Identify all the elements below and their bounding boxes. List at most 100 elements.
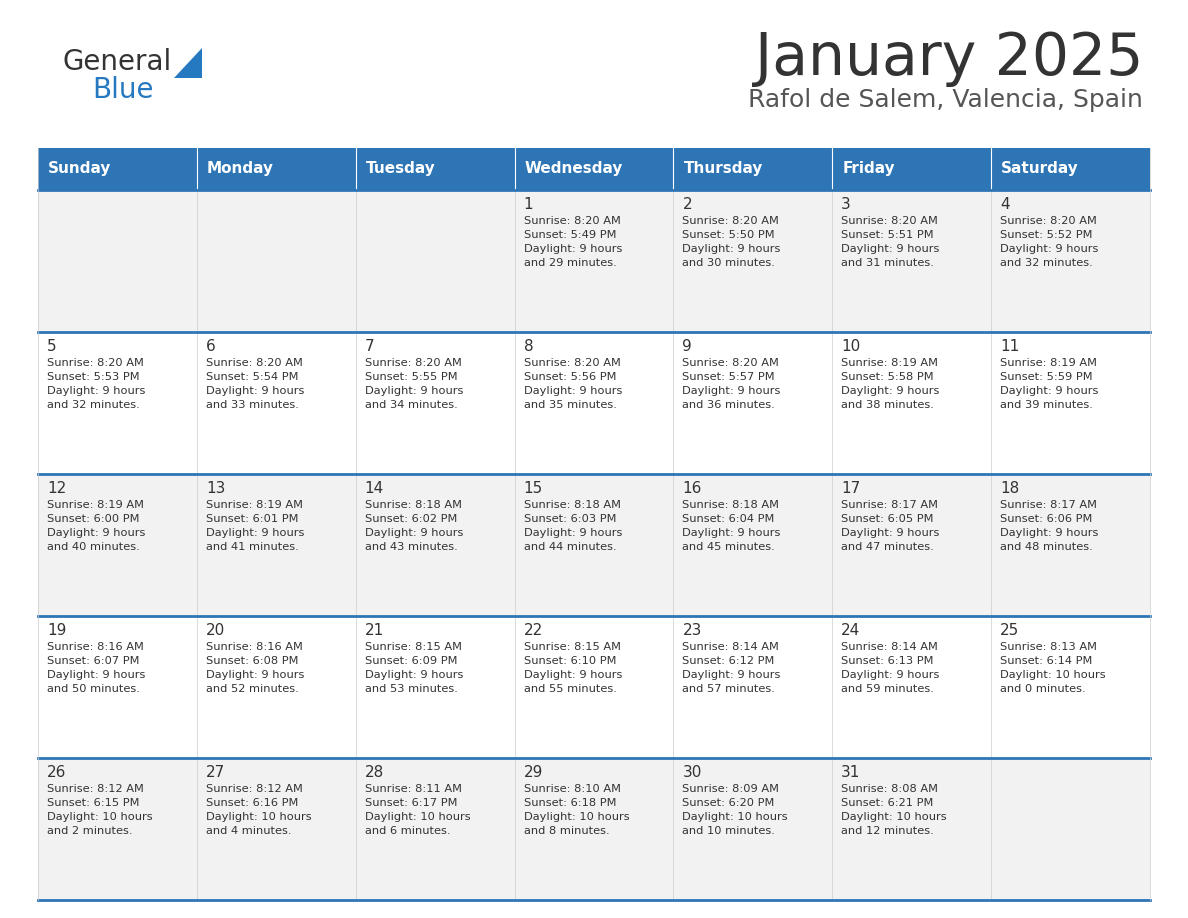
Bar <box>991 474 1150 616</box>
Bar <box>674 758 833 900</box>
Text: Sunrise: 8:11 AM
Sunset: 6:17 PM
Daylight: 10 hours
and 6 minutes.: Sunrise: 8:11 AM Sunset: 6:17 PM Dayligh… <box>365 784 470 836</box>
Text: 26: 26 <box>48 765 67 780</box>
Text: Friday: Friday <box>842 162 895 176</box>
Bar <box>197 190 355 332</box>
Text: Sunrise: 8:18 AM
Sunset: 6:02 PM
Daylight: 9 hours
and 43 minutes.: Sunrise: 8:18 AM Sunset: 6:02 PM Dayligh… <box>365 500 463 552</box>
Bar <box>833 616 991 758</box>
Text: 21: 21 <box>365 623 384 638</box>
Bar <box>833 758 991 900</box>
Bar <box>514 758 674 900</box>
Text: Sunrise: 8:18 AM
Sunset: 6:03 PM
Daylight: 9 hours
and 44 minutes.: Sunrise: 8:18 AM Sunset: 6:03 PM Dayligh… <box>524 500 623 552</box>
Text: Sunrise: 8:19 AM
Sunset: 6:01 PM
Daylight: 9 hours
and 41 minutes.: Sunrise: 8:19 AM Sunset: 6:01 PM Dayligh… <box>206 500 304 552</box>
Bar <box>197 616 355 758</box>
Text: Blue: Blue <box>91 76 153 104</box>
Bar <box>514 332 674 474</box>
Text: Sunrise: 8:13 AM
Sunset: 6:14 PM
Daylight: 10 hours
and 0 minutes.: Sunrise: 8:13 AM Sunset: 6:14 PM Dayligh… <box>1000 642 1106 694</box>
Bar <box>991 190 1150 332</box>
Bar <box>833 332 991 474</box>
Bar <box>38 332 197 474</box>
Bar <box>833 474 991 616</box>
Bar <box>991 332 1150 474</box>
Bar <box>197 474 355 616</box>
Text: Wednesday: Wednesday <box>525 162 623 176</box>
Text: 28: 28 <box>365 765 384 780</box>
Bar <box>355 474 514 616</box>
Text: 19: 19 <box>48 623 67 638</box>
Bar <box>674 616 833 758</box>
Bar <box>197 758 355 900</box>
Bar <box>38 616 197 758</box>
Text: 16: 16 <box>682 481 702 496</box>
Text: Sunrise: 8:17 AM
Sunset: 6:05 PM
Daylight: 9 hours
and 47 minutes.: Sunrise: 8:17 AM Sunset: 6:05 PM Dayligh… <box>841 500 940 552</box>
Bar <box>991 616 1150 758</box>
Text: Sunrise: 8:10 AM
Sunset: 6:18 PM
Daylight: 10 hours
and 8 minutes.: Sunrise: 8:10 AM Sunset: 6:18 PM Dayligh… <box>524 784 630 836</box>
Text: 17: 17 <box>841 481 860 496</box>
Bar <box>38 474 197 616</box>
Text: 18: 18 <box>1000 481 1019 496</box>
Text: Sunrise: 8:20 AM
Sunset: 5:56 PM
Daylight: 9 hours
and 35 minutes.: Sunrise: 8:20 AM Sunset: 5:56 PM Dayligh… <box>524 358 623 410</box>
Text: 3: 3 <box>841 197 851 212</box>
Text: Saturday: Saturday <box>1001 162 1079 176</box>
Text: 6: 6 <box>206 339 215 354</box>
Text: Monday: Monday <box>207 162 274 176</box>
Text: Sunrise: 8:17 AM
Sunset: 6:06 PM
Daylight: 9 hours
and 48 minutes.: Sunrise: 8:17 AM Sunset: 6:06 PM Dayligh… <box>1000 500 1099 552</box>
Text: Rafol de Salem, Valencia, Spain: Rafol de Salem, Valencia, Spain <box>748 88 1143 112</box>
Text: Sunrise: 8:20 AM
Sunset: 5:55 PM
Daylight: 9 hours
and 34 minutes.: Sunrise: 8:20 AM Sunset: 5:55 PM Dayligh… <box>365 358 463 410</box>
Text: Sunrise: 8:16 AM
Sunset: 6:07 PM
Daylight: 9 hours
and 50 minutes.: Sunrise: 8:16 AM Sunset: 6:07 PM Dayligh… <box>48 642 145 694</box>
Text: 24: 24 <box>841 623 860 638</box>
Text: 15: 15 <box>524 481 543 496</box>
Text: Sunrise: 8:20 AM
Sunset: 5:51 PM
Daylight: 9 hours
and 31 minutes.: Sunrise: 8:20 AM Sunset: 5:51 PM Dayligh… <box>841 216 940 268</box>
Bar <box>833 148 991 190</box>
Bar <box>197 148 355 190</box>
Text: 13: 13 <box>206 481 226 496</box>
Text: 2: 2 <box>682 197 693 212</box>
Text: 11: 11 <box>1000 339 1019 354</box>
Text: 31: 31 <box>841 765 860 780</box>
Text: Sunday: Sunday <box>48 162 112 176</box>
Text: Sunrise: 8:16 AM
Sunset: 6:08 PM
Daylight: 9 hours
and 52 minutes.: Sunrise: 8:16 AM Sunset: 6:08 PM Dayligh… <box>206 642 304 694</box>
Bar <box>197 332 355 474</box>
Text: Sunrise: 8:18 AM
Sunset: 6:04 PM
Daylight: 9 hours
and 45 minutes.: Sunrise: 8:18 AM Sunset: 6:04 PM Dayligh… <box>682 500 781 552</box>
Bar <box>38 758 197 900</box>
Text: Sunrise: 8:20 AM
Sunset: 5:52 PM
Daylight: 9 hours
and 32 minutes.: Sunrise: 8:20 AM Sunset: 5:52 PM Dayligh… <box>1000 216 1099 268</box>
Bar <box>833 190 991 332</box>
Bar <box>38 190 197 332</box>
Text: Sunrise: 8:20 AM
Sunset: 5:57 PM
Daylight: 9 hours
and 36 minutes.: Sunrise: 8:20 AM Sunset: 5:57 PM Dayligh… <box>682 358 781 410</box>
Text: Sunrise: 8:20 AM
Sunset: 5:50 PM
Daylight: 9 hours
and 30 minutes.: Sunrise: 8:20 AM Sunset: 5:50 PM Dayligh… <box>682 216 781 268</box>
Text: 12: 12 <box>48 481 67 496</box>
Bar <box>674 474 833 616</box>
Text: Sunrise: 8:15 AM
Sunset: 6:09 PM
Daylight: 9 hours
and 53 minutes.: Sunrise: 8:15 AM Sunset: 6:09 PM Dayligh… <box>365 642 463 694</box>
Text: 29: 29 <box>524 765 543 780</box>
Text: 7: 7 <box>365 339 374 354</box>
Bar <box>355 148 514 190</box>
Text: 25: 25 <box>1000 623 1019 638</box>
Text: Sunrise: 8:12 AM
Sunset: 6:15 PM
Daylight: 10 hours
and 2 minutes.: Sunrise: 8:12 AM Sunset: 6:15 PM Dayligh… <box>48 784 152 836</box>
Bar <box>514 190 674 332</box>
Text: Sunrise: 8:19 AM
Sunset: 5:59 PM
Daylight: 9 hours
and 39 minutes.: Sunrise: 8:19 AM Sunset: 5:59 PM Dayligh… <box>1000 358 1099 410</box>
Bar <box>514 148 674 190</box>
Bar <box>355 758 514 900</box>
Polygon shape <box>173 48 202 78</box>
Text: 30: 30 <box>682 765 702 780</box>
Text: 27: 27 <box>206 765 225 780</box>
Text: Tuesday: Tuesday <box>366 162 436 176</box>
Text: Sunrise: 8:14 AM
Sunset: 6:13 PM
Daylight: 9 hours
and 59 minutes.: Sunrise: 8:14 AM Sunset: 6:13 PM Dayligh… <box>841 642 940 694</box>
Text: Sunrise: 8:20 AM
Sunset: 5:54 PM
Daylight: 9 hours
and 33 minutes.: Sunrise: 8:20 AM Sunset: 5:54 PM Dayligh… <box>206 358 304 410</box>
Text: Sunrise: 8:15 AM
Sunset: 6:10 PM
Daylight: 9 hours
and 55 minutes.: Sunrise: 8:15 AM Sunset: 6:10 PM Dayligh… <box>524 642 623 694</box>
Text: 4: 4 <box>1000 197 1010 212</box>
Bar <box>991 758 1150 900</box>
Text: General: General <box>62 48 171 76</box>
Bar <box>355 616 514 758</box>
Text: Sunrise: 8:09 AM
Sunset: 6:20 PM
Daylight: 10 hours
and 10 minutes.: Sunrise: 8:09 AM Sunset: 6:20 PM Dayligh… <box>682 784 788 836</box>
Text: January 2025: January 2025 <box>754 30 1143 87</box>
Text: 14: 14 <box>365 481 384 496</box>
Text: Sunrise: 8:12 AM
Sunset: 6:16 PM
Daylight: 10 hours
and 4 minutes.: Sunrise: 8:12 AM Sunset: 6:16 PM Dayligh… <box>206 784 311 836</box>
Text: Thursday: Thursday <box>683 162 763 176</box>
Bar <box>674 190 833 332</box>
Bar <box>38 148 197 190</box>
Text: 5: 5 <box>48 339 57 354</box>
Text: 1: 1 <box>524 197 533 212</box>
Bar <box>674 332 833 474</box>
Text: Sunrise: 8:20 AM
Sunset: 5:49 PM
Daylight: 9 hours
and 29 minutes.: Sunrise: 8:20 AM Sunset: 5:49 PM Dayligh… <box>524 216 623 268</box>
Bar <box>355 332 514 474</box>
